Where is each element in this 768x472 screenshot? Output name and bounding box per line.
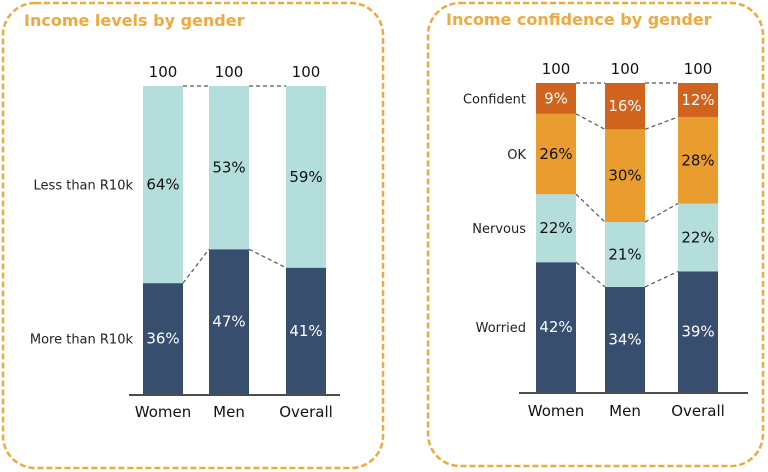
category-label: Overall xyxy=(671,402,725,420)
data-label: 59% xyxy=(289,168,322,186)
data-label: 39% xyxy=(681,323,714,341)
total-label: 100 xyxy=(292,63,321,81)
bar-segment-more-than-r10k xyxy=(286,267,326,394)
bar-segment-worried xyxy=(605,286,645,392)
category-label: Overall xyxy=(279,403,333,421)
legend-label: Less than R10k xyxy=(34,179,134,194)
total-label: 100 xyxy=(215,63,244,81)
category-label: Women xyxy=(528,402,584,420)
data-label: 21% xyxy=(608,245,641,263)
data-label: 42% xyxy=(539,318,572,336)
data-label: 34% xyxy=(608,330,641,348)
bar-segment-confident xyxy=(536,83,576,114)
bar-segment-nervous xyxy=(536,194,576,263)
bar-segment-more-than-r10k xyxy=(209,249,249,394)
connector-line xyxy=(644,270,679,288)
legend-label: Worried xyxy=(476,321,526,336)
bar-segment-worried xyxy=(678,271,718,392)
total-label: 100 xyxy=(684,60,713,78)
panel-border xyxy=(1,1,385,470)
total-label: 100 xyxy=(149,63,178,81)
connector-line xyxy=(248,248,287,269)
data-label: 64% xyxy=(146,176,179,194)
legend-label: More than R10k xyxy=(30,333,134,348)
data-label: 16% xyxy=(608,97,641,115)
bar-segment-nervous xyxy=(678,203,718,272)
bar-segment-ok xyxy=(605,129,645,223)
legend-label: Confident xyxy=(463,92,526,107)
data-label: 47% xyxy=(212,313,245,331)
data-label: 41% xyxy=(289,322,322,340)
total-label: 100 xyxy=(611,60,640,78)
bar-segment-less-than-r10k xyxy=(143,86,183,284)
connector-line xyxy=(182,248,210,284)
total-label: 100 xyxy=(542,60,571,78)
category-label: Men xyxy=(609,402,641,420)
bar-segment-confident xyxy=(605,83,645,130)
chart-title: Income confidence by gender xyxy=(446,10,712,29)
connector-line xyxy=(644,116,679,130)
legend-label: Nervous xyxy=(472,222,526,237)
data-label: 22% xyxy=(539,219,572,237)
data-label: 12% xyxy=(681,91,714,109)
bar-segment-less-than-r10k xyxy=(209,86,249,250)
bar-segment-more-than-r10k xyxy=(143,283,183,394)
connector-line xyxy=(575,193,606,223)
bar-segment-less-than-r10k xyxy=(286,86,326,268)
bar-segment-ok xyxy=(536,113,576,195)
connector-line xyxy=(575,113,606,130)
bar-segment-worried xyxy=(536,262,576,392)
connector-line xyxy=(644,202,679,223)
data-label: 9% xyxy=(544,89,568,107)
bar-segment-nervous xyxy=(605,222,645,287)
data-label: 28% xyxy=(681,151,714,169)
bar-segment-ok xyxy=(678,116,718,204)
category-label: Women xyxy=(135,403,191,421)
data-label: 30% xyxy=(608,167,641,185)
data-label: 36% xyxy=(146,330,179,348)
chart-title: Income levels by gender xyxy=(24,11,245,30)
data-label: 22% xyxy=(681,229,714,247)
category-label: Men xyxy=(213,403,245,421)
data-label: 53% xyxy=(212,159,245,177)
connector-line xyxy=(575,261,606,288)
bar-segment-confident xyxy=(678,83,718,117)
data-label: 26% xyxy=(539,145,572,163)
legend-label: OK xyxy=(507,148,526,163)
panel-border xyxy=(426,1,765,468)
